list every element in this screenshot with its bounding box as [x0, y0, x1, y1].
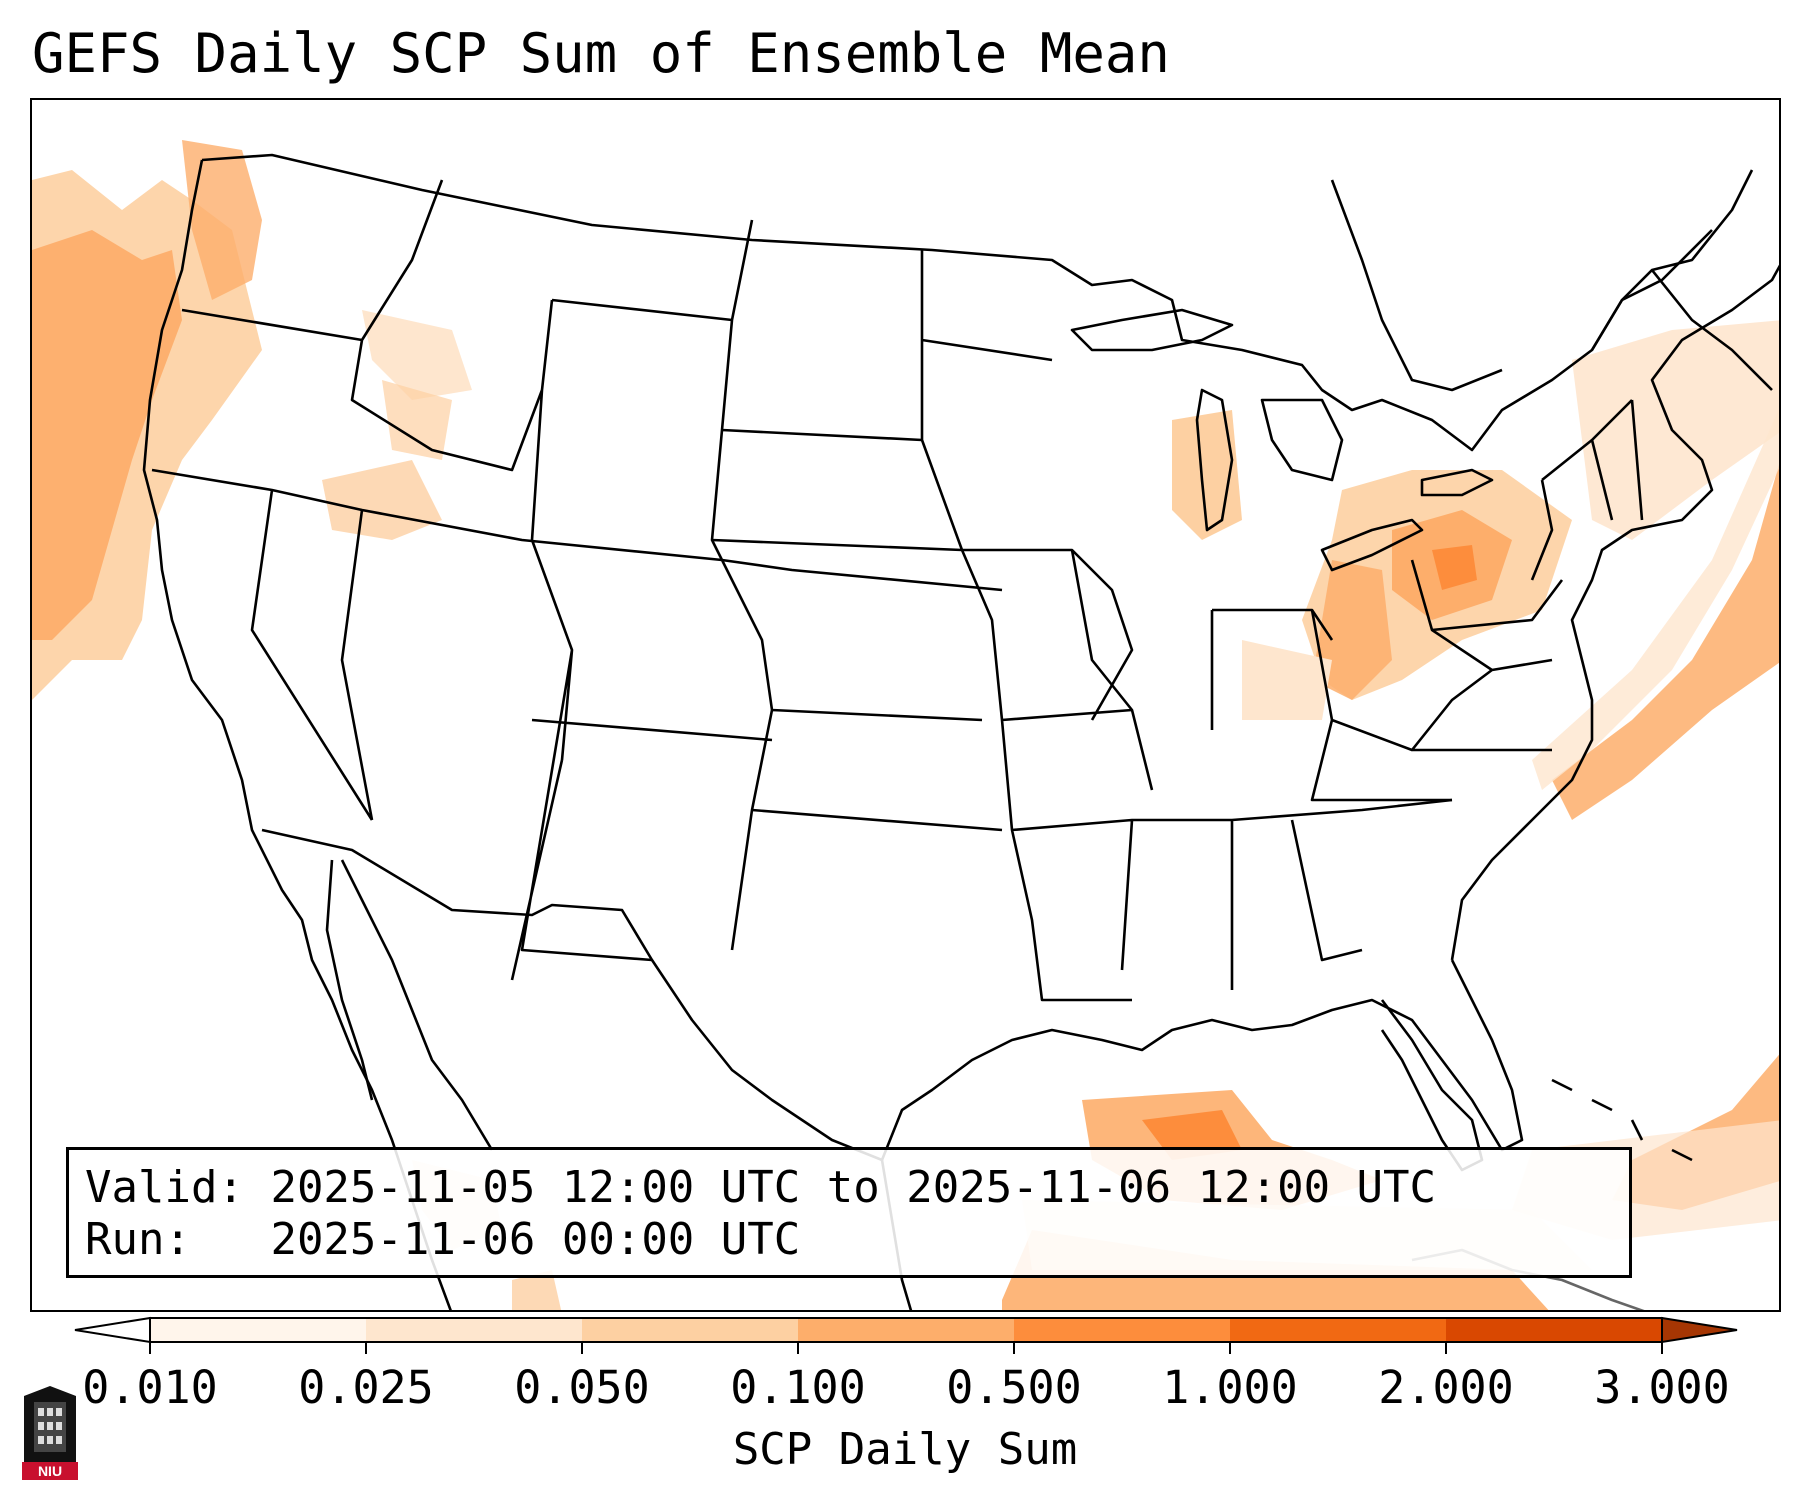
lake-michigan [1195, 388, 1234, 532]
west-coastline [142, 159, 452, 1310]
state-lines-east [1310, 399, 1644, 802]
scp-field-atlantic-outer [1532, 409, 1779, 790]
map-panel[interactable] [30, 98, 1781, 1312]
colorbar-segment [150, 1318, 366, 1342]
colorbar-tick-label: 0.025 [298, 1361, 434, 1414]
colorbar-tick-label: 0.010 [82, 1361, 218, 1414]
valid-label: Valid: [85, 1162, 244, 1213]
niu-logo: NIU [22, 1386, 78, 1480]
colorbar [74, 1316, 1738, 1354]
colorbar-segments [74, 1316, 1738, 1354]
colorbar-segment [1230, 1318, 1446, 1342]
colorbar-tick-label: 0.050 [514, 1361, 650, 1414]
baja-coastline [325, 859, 494, 1151]
colorbar-tick-label: 2.000 [1378, 1361, 1514, 1414]
lake-ontario [1420, 468, 1494, 497]
lake-huron [1260, 398, 1344, 482]
scp-field-idaho [362, 310, 472, 400]
valid-line: Valid: 2025-11-05 12:00 UTC to 2025-11-0… [85, 1162, 1436, 1214]
colorbar-outline [149, 1317, 1663, 1343]
colorbar-extend-max [1661, 1316, 1738, 1344]
colorbar-segment [582, 1318, 798, 1342]
state-lines-west [151, 179, 1003, 981]
lake-superior [1070, 308, 1234, 352]
colorbar-tick-label: 3.000 [1594, 1361, 1730, 1414]
valid-value: 2025-11-05 12:00 UTC to 2025-11-06 12:00… [270, 1162, 1437, 1213]
validity-info-box: Valid: 2025-11-05 12:00 UTC to 2025-11-0… [66, 1147, 1632, 1278]
map-boundaries [142, 153, 1779, 1310]
colorbar-tick-label: 1.000 [1162, 1361, 1298, 1414]
scp-field-pacific-edge [182, 140, 262, 300]
logo-text: NIU [38, 1463, 62, 1479]
mexico-us-border [261, 828, 883, 1162]
colorbar-segment [1446, 1318, 1662, 1342]
colorbar-segment [798, 1318, 1014, 1342]
run-label: Run: [85, 1214, 191, 1265]
page-title: GEFS Daily SCP Sum of Ensemble Mean [32, 22, 1170, 85]
colorbar-tick-label: 0.100 [730, 1361, 866, 1414]
gulf-coastline [880, 959, 1524, 1161]
state-lines-central [920, 250, 1453, 1002]
scp-field-atlantic [1552, 464, 1779, 820]
bahamas [1551, 1078, 1693, 1162]
scp-field-mexico-small [512, 1270, 562, 1310]
scp-field-new-england [1572, 320, 1779, 540]
scp-field-ohio [1312, 560, 1392, 700]
east-coastline [1450, 264, 1779, 961]
scp-field-pacific-core [32, 230, 182, 640]
colorbar-tick-label: 0.500 [946, 1361, 1082, 1414]
run-value: 2025-11-06 00:00 UTC [270, 1214, 801, 1265]
canada-north-coast [1330, 179, 1773, 392]
lake-erie [1320, 518, 1424, 572]
scp-field-pa-peak [1432, 545, 1477, 590]
colorbar-label: SCP Daily Sum [732, 1424, 1078, 1475]
colorbar-segment [366, 1318, 582, 1342]
colorbar-extend-min [74, 1316, 151, 1344]
scp-field-nevada [382, 380, 452, 460]
colorbar-segment [1014, 1318, 1230, 1342]
run-line: Run: 2025-11-06 00:00 UTC [85, 1214, 800, 1266]
scp-field-kentucky [1242, 640, 1332, 720]
